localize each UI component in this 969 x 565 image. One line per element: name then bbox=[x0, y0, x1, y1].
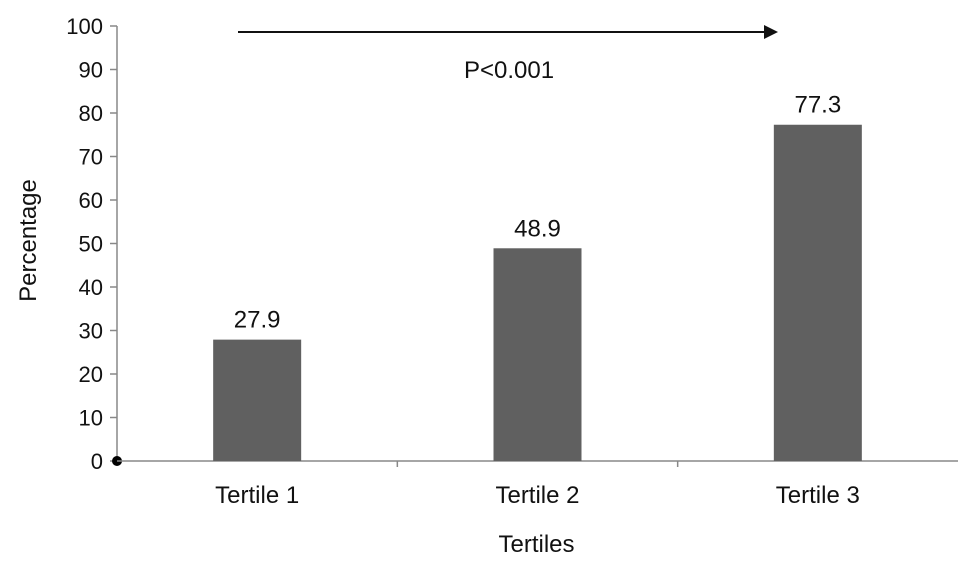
y-tick-label: 100 bbox=[66, 14, 103, 39]
data-labels: 27.9 48.9 77.3 bbox=[234, 92, 841, 334]
y-tick-label: 10 bbox=[79, 406, 103, 431]
trend-arrow-head bbox=[764, 25, 778, 39]
category-label-1: Tertile 1 bbox=[215, 482, 299, 509]
y-axis: 0 10 20 30 40 50 60 70 80 90 100 bbox=[66, 14, 122, 474]
category-labels: Tertile 1 Tertile 2 Tertile 3 bbox=[215, 482, 860, 509]
bars bbox=[213, 124, 862, 462]
data-label-2: 48.9 bbox=[514, 215, 561, 242]
y-tick-label: 80 bbox=[79, 101, 103, 126]
x-axis-title: Tertiles bbox=[498, 531, 574, 558]
category-label-2: Tertile 2 bbox=[495, 482, 579, 509]
x-axis bbox=[117, 460, 958, 467]
data-label-1: 27.9 bbox=[234, 307, 281, 334]
y-tick-label: 20 bbox=[79, 362, 103, 387]
y-tick-label: 50 bbox=[79, 232, 103, 257]
y-tick-label: 60 bbox=[79, 188, 103, 213]
data-label-3: 77.3 bbox=[794, 92, 841, 119]
bar-1 bbox=[213, 339, 302, 461]
trend-annotation: P<0.001 bbox=[238, 25, 778, 84]
p-value-label: P<0.001 bbox=[464, 57, 554, 84]
y-tick-label: 40 bbox=[79, 275, 103, 300]
y-axis-title: Percentage bbox=[15, 179, 42, 302]
y-tick-label: 70 bbox=[79, 145, 103, 170]
y-tick-label: 90 bbox=[79, 58, 103, 83]
bar-2 bbox=[493, 248, 582, 461]
category-label-3: Tertile 3 bbox=[776, 482, 860, 509]
y-tick-label: 30 bbox=[79, 319, 103, 344]
y-tick-label: 0 bbox=[91, 449, 103, 474]
bar-3 bbox=[773, 124, 862, 462]
